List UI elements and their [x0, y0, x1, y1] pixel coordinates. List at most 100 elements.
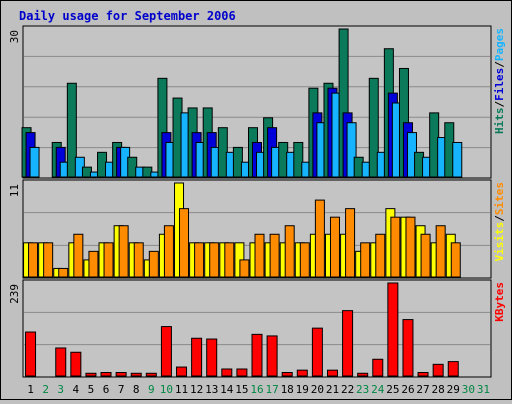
legend-entry: /	[493, 61, 506, 68]
bar-kbytes-day-15	[236, 368, 248, 377]
bar-kbytes-day-22	[342, 310, 354, 377]
bar-sites-day-12	[194, 242, 205, 278]
bar-sites-day-14	[224, 242, 235, 278]
legend-entry: Pages	[493, 28, 506, 61]
bar-kbytes-day-16	[251, 333, 263, 377]
x-tick-label-day-26: 26	[401, 383, 414, 396]
bar-kbytes-day-19	[296, 369, 308, 377]
bar-sites-day-6	[103, 242, 114, 278]
x-tick-label-day-5: 5	[88, 383, 95, 396]
bar-sites-day-8	[133, 242, 144, 278]
legend-entry: Hits	[493, 108, 506, 135]
bar-kbytes-day-25	[387, 282, 399, 377]
x-tick-label-day-1: 1	[27, 383, 34, 396]
bar-sites-day-25	[390, 216, 401, 278]
bar-pages-day-1	[29, 146, 40, 178]
legend-entry: /	[493, 215, 506, 222]
bar-sites-day-27	[420, 233, 431, 278]
bar-sites-day-1	[28, 242, 39, 278]
bar-kbytes-day-14	[221, 368, 233, 377]
x-tick-label-day-18: 18	[281, 383, 294, 396]
x-tick-label-day-21: 21	[326, 383, 339, 396]
x-tick-label-day-28: 28	[432, 383, 445, 396]
x-tick-label-day-20: 20	[311, 383, 324, 396]
bar-kbytes-day-3	[55, 347, 67, 377]
x-tick-label-day-7: 7	[118, 383, 125, 396]
x-tick-label-day-27: 27	[416, 383, 429, 396]
bar-hits-day-24	[368, 77, 379, 178]
legend-entry: /	[493, 101, 506, 108]
bar-pages-day-29	[452, 141, 463, 178]
bar-sites-day-24	[375, 233, 386, 278]
x-tick-label-day-16: 16	[250, 383, 263, 396]
y-max-label: 239	[8, 284, 21, 304]
bar-hits-day-19	[293, 141, 304, 178]
y-max-label: 11	[8, 184, 21, 197]
x-tick-label-day-24: 24	[371, 383, 385, 396]
legend-hits-files-pages: Hits/Files/Pages	[493, 28, 506, 134]
bar-sites-day-19	[299, 242, 310, 278]
bar-sites-day-28	[435, 225, 446, 278]
legend-entry: KBytes	[493, 282, 506, 322]
bar-sites-day-26	[405, 216, 416, 278]
x-tick-label-day-3: 3	[57, 383, 64, 396]
bar-sites-day-23	[360, 242, 371, 278]
bar-kbytes-day-20	[311, 327, 323, 377]
bar-kbytes-day-9	[145, 372, 157, 377]
bar-sites-day-22	[345, 208, 356, 278]
bar-pages-day-22	[346, 122, 357, 178]
bar-hits-day-4	[66, 82, 77, 178]
bar-kbytes-day-29	[447, 361, 459, 377]
bar-kbytes-day-7	[115, 372, 127, 377]
bar-kbytes-day-11	[176, 366, 188, 377]
x-axis-day-labels: 1 2 3 4 5 6 7 8 9 10 11 12 13 14 15 16 17 18 19 20 21 22 23 24 2…	[27, 383, 490, 396]
bar-kbytes-day-5	[85, 372, 97, 377]
bar-sites-day-3	[58, 267, 69, 278]
bar-sites-day-21	[329, 216, 340, 278]
bar-kbytes-day-28	[432, 363, 444, 377]
bar-sites-day-13	[209, 242, 220, 278]
x-tick-label-day-6: 6	[103, 383, 110, 396]
legend-visits-sites: Visits/Sites	[493, 182, 506, 262]
bar-sites-day-7	[118, 225, 129, 278]
bar-kbytes-day-21	[326, 369, 338, 377]
bar-kbytes-day-17	[266, 335, 278, 377]
x-tick-label-day-17: 17	[265, 383, 278, 396]
bar-sites-day-16	[254, 233, 265, 278]
bar-kbytes-day-1	[25, 331, 37, 377]
bar-kbytes-day-12	[191, 337, 203, 377]
y-max-label: 30	[8, 30, 21, 43]
bar-kbytes-day-8	[130, 372, 142, 377]
bar-sites-day-10	[163, 225, 174, 278]
bar-kbytes-day-23	[357, 372, 369, 377]
x-tick-label-day-29: 29	[447, 383, 460, 396]
bar-sites-day-17	[269, 233, 280, 278]
bar-kbytes-day-6	[100, 372, 112, 377]
bar-sites-day-18	[284, 225, 295, 278]
x-tick-label-day-4: 4	[73, 383, 80, 396]
x-tick-label-day-31: 31	[477, 383, 490, 396]
x-tick-label-day-9: 9	[148, 383, 155, 396]
x-tick-label-day-13: 13	[205, 383, 218, 396]
bar-sites-day-9	[148, 250, 159, 278]
x-tick-label-day-25: 25	[386, 383, 399, 396]
legend-kbytes: KBytes	[493, 282, 506, 322]
x-tick-label-day-11: 11	[175, 383, 188, 396]
x-tick-label-day-8: 8	[133, 383, 140, 396]
bar-kbytes-day-24	[372, 358, 384, 377]
bar-sites-day-5	[88, 250, 99, 278]
bar-kbytes-day-26	[402, 319, 414, 377]
x-tick-label-day-23: 23	[356, 383, 369, 396]
bar-kbytes-day-18	[281, 372, 293, 377]
x-tick-label-day-19: 19	[296, 383, 309, 396]
x-tick-label-day-10: 10	[160, 383, 173, 396]
legend-entry: Sites	[493, 182, 506, 215]
legend-entry: Visits	[493, 222, 506, 262]
bar-sites-day-2	[43, 242, 54, 278]
x-tick-label-day-22: 22	[341, 383, 354, 396]
legend-entry: Files	[493, 68, 506, 101]
x-tick-label-day-30: 30	[462, 383, 475, 396]
